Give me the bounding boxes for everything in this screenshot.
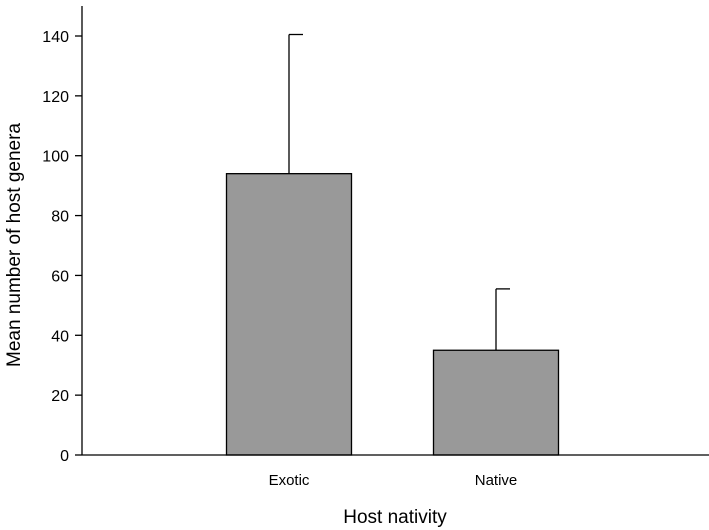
y-axis-ticks: 0 20 40 60 80 100 120 140 bbox=[42, 29, 82, 465]
x-tick-label: Native bbox=[475, 472, 518, 489]
y-tick-label: 20 bbox=[51, 388, 69, 405]
y-tick-label: 60 bbox=[51, 268, 69, 285]
x-axis-ticks: Exotic Native bbox=[269, 472, 518, 489]
bar-exotic bbox=[225, 173, 353, 456]
y-axis-title: Mean number of host genera bbox=[4, 123, 25, 367]
bars bbox=[225, 33, 560, 456]
bar-native bbox=[432, 349, 560, 456]
y-tick-label: 120 bbox=[42, 89, 69, 106]
x-tick-label: Exotic bbox=[269, 472, 310, 489]
y-tick-label: 40 bbox=[51, 328, 69, 345]
x-axis-title: Host nativity bbox=[343, 507, 447, 528]
y-tick-label: 100 bbox=[42, 149, 69, 166]
y-tick-label: 140 bbox=[42, 29, 69, 46]
y-tick-label: 80 bbox=[51, 209, 69, 226]
y-tick-label: 0 bbox=[60, 448, 69, 465]
